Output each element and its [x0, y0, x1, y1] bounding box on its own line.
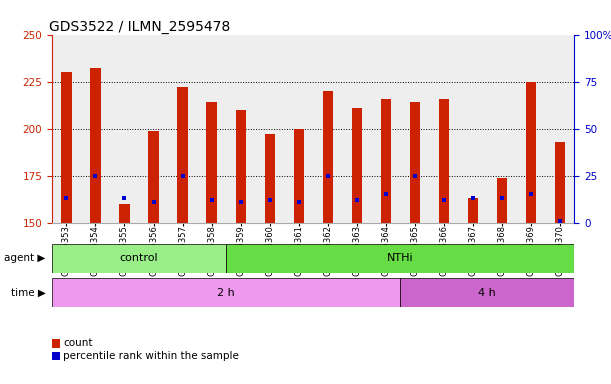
Bar — [497, 177, 507, 223]
Bar — [293, 129, 304, 223]
Text: control: control — [120, 253, 158, 263]
Bar — [265, 134, 275, 223]
Text: NTHi: NTHi — [387, 253, 414, 263]
Bar — [52, 244, 226, 273]
Bar — [207, 102, 217, 223]
Bar — [525, 81, 536, 223]
Text: GDS3522 / ILMN_2595478: GDS3522 / ILMN_2595478 — [49, 20, 230, 33]
Bar — [148, 131, 159, 223]
Bar — [52, 278, 400, 307]
Bar — [226, 244, 574, 273]
Bar — [467, 198, 478, 223]
Bar — [323, 91, 333, 223]
Bar — [119, 204, 130, 223]
Bar — [61, 72, 71, 223]
Bar — [235, 110, 246, 223]
Bar — [400, 278, 574, 307]
Text: 4 h: 4 h — [478, 288, 496, 298]
Text: count: count — [63, 338, 92, 348]
Text: 2 h: 2 h — [217, 288, 235, 298]
Bar — [351, 108, 362, 223]
Text: percentile rank within the sample: percentile rank within the sample — [63, 351, 239, 361]
Bar — [555, 142, 565, 223]
Bar — [409, 102, 420, 223]
Text: agent ▶: agent ▶ — [4, 253, 46, 263]
Text: time ▶: time ▶ — [11, 288, 46, 298]
Bar — [381, 99, 391, 223]
Bar — [177, 87, 188, 223]
Bar — [439, 99, 449, 223]
Bar — [90, 68, 101, 223]
